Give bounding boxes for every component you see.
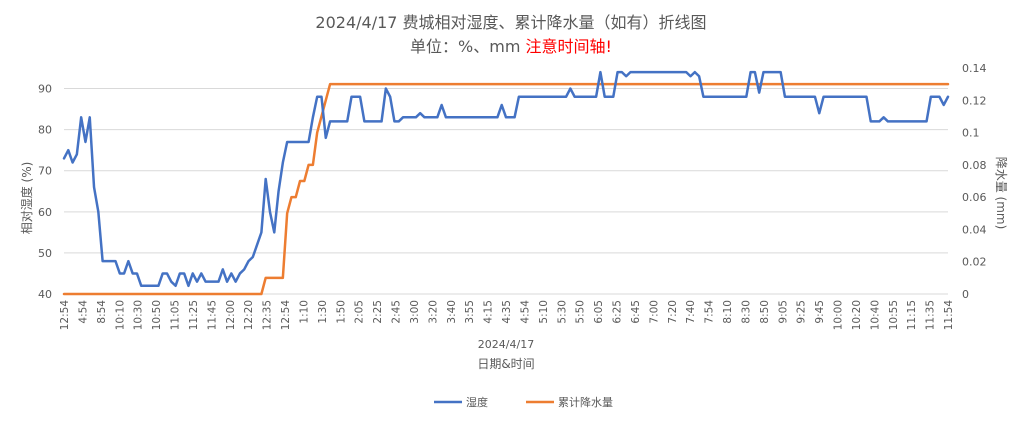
x-tick-label: 7:54 (704, 300, 716, 324)
x-tick-label: 7:40 (685, 300, 697, 324)
series-line-precipitation (62, 82, 950, 296)
x-axis-date-label: 2024/4/17 (478, 338, 534, 351)
legend-label: 湿度 (466, 395, 488, 409)
x-tick-label: 7:00 (648, 300, 660, 324)
y-left-tick-label: 40 (38, 288, 52, 301)
y-right-tick-label: 0.04 (962, 223, 987, 236)
x-tick-label: 11:05 (170, 300, 182, 330)
x-tick-label: 10:50 (151, 300, 163, 330)
x-tick-label: 2:45 (391, 300, 403, 324)
x-tick-label: 10:40 (869, 300, 881, 330)
x-tick-label: 3:00 (409, 300, 421, 324)
x-tick-label: 11:35 (925, 300, 937, 330)
x-tick-label: 12:54 (59, 300, 71, 331)
x-tick-label: 2:05 (354, 300, 366, 324)
x-tick-label: 3:40 (446, 300, 458, 324)
x-tick-label: 1:50 (335, 300, 347, 324)
x-tick-label: 8:54 (96, 300, 108, 324)
chart-subtitle: 单位：%、mm 注意时间轴! (410, 37, 612, 56)
x-tick-label: 1:10 (298, 300, 310, 324)
y-right-tick-label: 0.1 (962, 127, 980, 140)
subtitle-note: 注意时间轴! (526, 37, 612, 56)
x-tick-label: 3:55 (464, 300, 476, 324)
x-tick-label: 9:25 (796, 300, 808, 324)
x-tick-label: 4:35 (501, 300, 513, 324)
x-tick-label: 6:25 (612, 300, 624, 324)
y-axis-right-label: 降水量 (mm) (994, 157, 1008, 230)
x-tick-label: 7:20 (667, 300, 679, 324)
x-tick-label: 11:15 (906, 300, 918, 330)
y-left-tick-label: 80 (38, 124, 52, 137)
x-tick-label: 8:30 (740, 300, 752, 324)
series-line-humidity (62, 70, 950, 288)
x-axis-label: 日期&时间 (477, 357, 534, 371)
y-right-tick-label: 0.08 (962, 159, 987, 172)
y-left-tick-label: 70 (38, 165, 52, 178)
x-tick-label: 10:20 (851, 300, 863, 330)
y-axis-left-label: 相对湿度 (%) (19, 162, 34, 235)
y-left-tick-label: 60 (38, 206, 52, 219)
x-axis-ticks: 12:54 4:54 8:54 10:10 10:30 10:50 11:05 11:25 11… (59, 300, 955, 331)
x-tick-label: 5:30 (556, 300, 568, 324)
y-right-tick-label: 0.06 (962, 191, 987, 204)
x-tick-label: 4:15 (483, 300, 495, 324)
x-tick-label: 10:55 (888, 300, 900, 330)
legend: 湿度 累计降水量 (434, 395, 613, 409)
x-tick-label: 11:25 (188, 300, 200, 330)
x-tick-label: 9:45 (814, 300, 826, 324)
y-right-tick-label: 0.02 (962, 256, 987, 269)
x-tick-label: 8:10 (722, 300, 734, 324)
y-left-tick-label: 50 (38, 247, 52, 260)
x-tick-label: 8:50 (759, 300, 771, 324)
x-tick-label: 6:05 (593, 300, 605, 324)
left-axis-ticks: 40 50 60 70 80 90 (38, 83, 52, 301)
x-tick-label: 4:54 (519, 300, 531, 324)
x-tick-label: 12:54 (280, 300, 292, 331)
x-tick-label: 11:45 (206, 300, 218, 330)
x-tick-label: 12:20 (243, 300, 255, 330)
x-tick-label: 11:54 (943, 300, 955, 331)
x-tick-label: 9:05 (777, 300, 789, 324)
chart-title: 2024/4/17 费城相对湿度、累计降水量（如有）折线图 (315, 13, 706, 32)
legend-label: 累计降水量 (558, 395, 613, 409)
x-tick-label: 3:20 (427, 300, 439, 324)
x-tick-label: 5:50 (575, 300, 587, 324)
x-tick-label: 5:10 (538, 300, 550, 324)
y-right-tick-label: 0.14 (962, 62, 987, 75)
x-tick-label: 4:54 (77, 300, 89, 324)
x-tick-label: 10:30 (133, 300, 145, 330)
x-tick-label: 2:25 (372, 300, 384, 324)
y-right-tick-label: 0 (962, 288, 969, 301)
x-tick-label: 6:45 (630, 300, 642, 324)
series-layer (62, 70, 950, 296)
x-tick-label: 10:10 (114, 300, 126, 330)
x-tick-label: 1:30 (317, 300, 329, 324)
right-axis-ticks: 0 0.02 0.04 0.06 0.08 0.1 0.12 0.14 (962, 62, 987, 301)
subtitle-units: 单位：%、mm (410, 37, 525, 56)
y-left-tick-label: 90 (38, 83, 52, 96)
x-tick-label: 12:00 (225, 300, 237, 330)
y-right-tick-label: 0.12 (962, 94, 987, 107)
x-tick-label: 12:35 (262, 300, 274, 330)
x-tick-label: 10:00 (833, 300, 845, 330)
